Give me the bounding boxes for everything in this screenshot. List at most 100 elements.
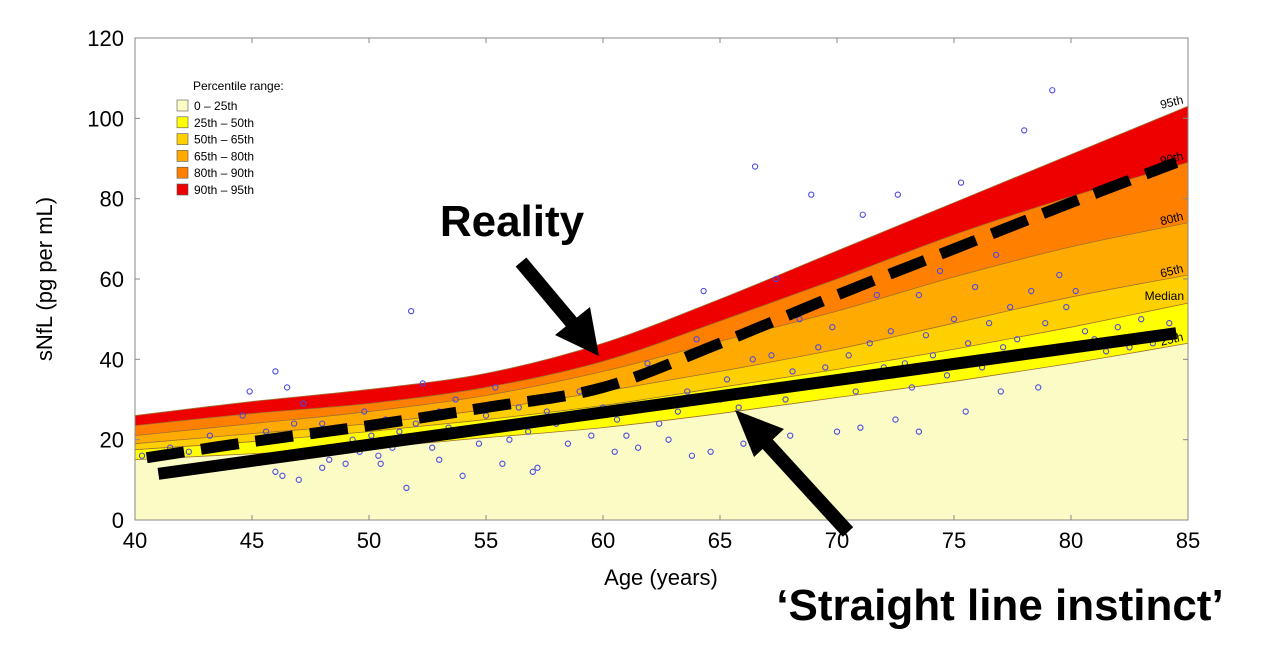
legend-swatch <box>176 99 189 112</box>
percentile-label: 65th <box>1159 261 1185 280</box>
scatter-point <box>279 472 286 479</box>
scatter-point <box>971 283 979 291</box>
legend-title: Percentile range: <box>193 79 284 93</box>
scatter-point <box>319 420 326 427</box>
scatter-point <box>290 420 298 427</box>
scatter-point <box>644 360 651 367</box>
scatter-point <box>1166 320 1173 327</box>
y-tick-label: 120 <box>87 26 124 51</box>
scatter-point <box>185 448 192 455</box>
scatter-point <box>943 372 951 379</box>
scatter-point <box>623 432 630 439</box>
scatter-point <box>368 432 375 439</box>
scatter-point <box>936 267 944 275</box>
y-axis-ticks: 0 20 40 60 80 100 120 <box>87 26 1188 533</box>
scatter-point <box>1049 87 1056 94</box>
x-axis-ticks: 40 45 50 55 60 65 70 75 80 85 <box>123 38 1200 553</box>
reality-arrow-head <box>555 307 599 356</box>
scatter-point <box>1042 320 1049 327</box>
scatter-point <box>1063 303 1070 311</box>
scatter-point <box>436 456 443 463</box>
y-tick-label: 40 <box>100 347 124 372</box>
scatter-point <box>295 476 302 483</box>
scatter-point <box>1007 303 1014 311</box>
scatter-point <box>475 440 483 447</box>
scatter-point <box>656 420 663 427</box>
legend-swatch <box>176 150 189 162</box>
y-tick-label: 60 <box>100 267 124 292</box>
scatter-point <box>1021 127 1028 134</box>
scatter-point <box>866 340 873 347</box>
x-tick-label: 75 <box>942 528 966 553</box>
scatter-point <box>693 336 700 343</box>
scatter-point <box>239 412 246 419</box>
reality-arrow-shaft <box>515 257 584 335</box>
scatter-point <box>412 420 419 427</box>
scatter-point <box>992 251 1000 259</box>
scatter-point <box>962 408 969 415</box>
x-tick-label: 45 <box>240 528 264 553</box>
scatter-point <box>997 388 1004 395</box>
scatter-point <box>999 344 1007 351</box>
instinct-arrow-head <box>735 410 784 457</box>
scatter-point <box>1138 316 1145 323</box>
scatter-point <box>833 428 841 435</box>
scatter-point <box>894 191 901 198</box>
instinct-arrow-shaft <box>756 433 854 537</box>
scatter-point <box>515 404 522 411</box>
scatter-point <box>375 452 382 459</box>
scatter-point <box>808 191 815 198</box>
scatter-point <box>749 356 756 363</box>
x-tick-label: 60 <box>591 528 615 553</box>
scatter-point <box>787 432 794 439</box>
scatter-point <box>1014 336 1021 343</box>
legend-entry: 25th – 50th <box>194 116 254 130</box>
percentile-label: Median <box>1145 289 1184 303</box>
scatter-point <box>326 456 333 463</box>
scatter-point <box>768 352 775 359</box>
scatter-point <box>377 460 384 467</box>
y-tick-label: 0 <box>112 508 124 533</box>
percentile-curve <box>135 105 1188 416</box>
x-tick-label: 55 <box>474 528 498 553</box>
scatter-point <box>429 444 436 451</box>
scatter-point <box>342 460 349 467</box>
scatter-point <box>1028 287 1035 295</box>
legend-entry: 80th – 90th <box>194 166 254 180</box>
percentile-label: 80th <box>1159 209 1185 228</box>
scatter-point <box>419 380 426 387</box>
scatter-point <box>634 444 642 451</box>
scatter-point <box>361 408 368 415</box>
scatter-point <box>272 368 279 375</box>
scatter-point <box>319 464 326 471</box>
scatter-point <box>751 163 759 170</box>
percentile-curve <box>135 162 1188 427</box>
scatter-point <box>957 179 965 186</box>
scatter-point <box>873 291 880 299</box>
straight-line-instinct-callout: ‘Straight line instinct’ <box>776 581 1223 630</box>
scatter-point <box>892 416 899 423</box>
scatter-point <box>272 468 279 475</box>
percentile-curve <box>135 222 1188 437</box>
scatter-point <box>950 316 958 323</box>
scatter-point <box>929 352 937 359</box>
scatter-point <box>782 396 789 403</box>
scatter-point <box>815 344 822 351</box>
legend-entry: 0 – 25th <box>194 99 237 113</box>
scatter-point <box>283 384 291 391</box>
scatter-point <box>1035 384 1042 391</box>
scatter-point <box>857 424 864 431</box>
legend-entry: 90th – 95th <box>194 183 254 197</box>
scatter-point <box>611 448 618 455</box>
x-tick-label: 85 <box>1176 528 1200 553</box>
percentile-band <box>135 222 1188 444</box>
y-tick-label: 80 <box>100 187 124 212</box>
scatter-point <box>822 364 829 371</box>
scatter-point <box>674 408 682 415</box>
scatter-point <box>688 452 696 459</box>
y-tick-label: 100 <box>87 106 124 131</box>
scatter-point <box>922 332 930 339</box>
scatter-point <box>534 464 541 471</box>
scatter-point <box>206 432 214 439</box>
scatter-point <box>723 376 731 383</box>
